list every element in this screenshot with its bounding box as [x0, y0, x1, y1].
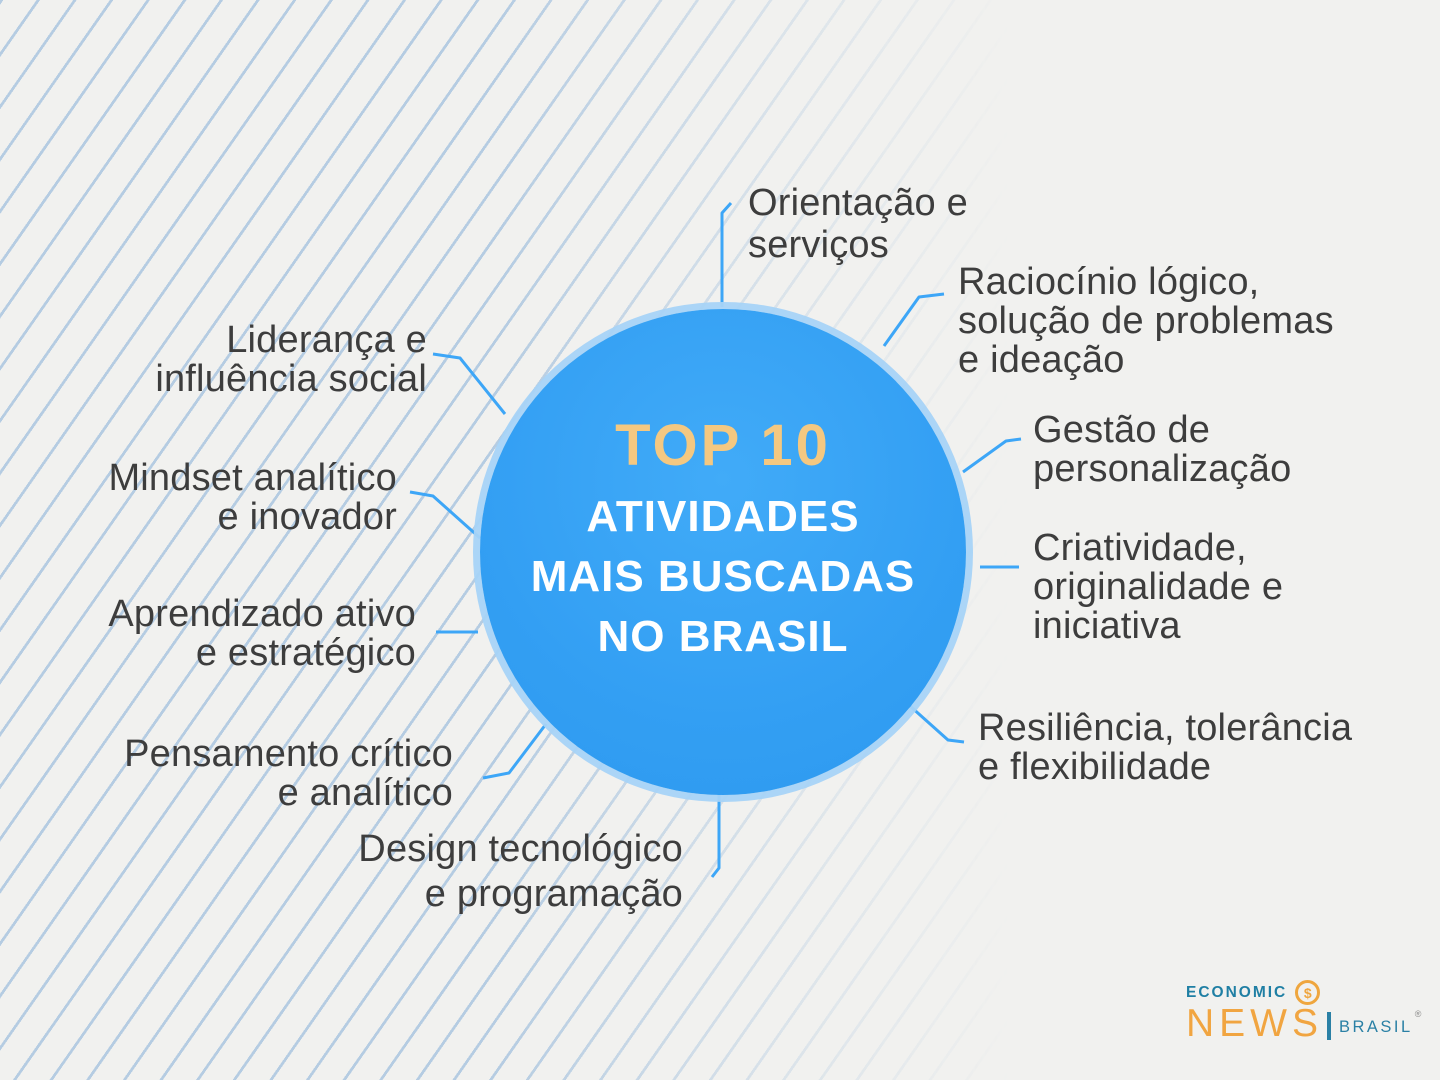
circle-subtitle-line: NO BRASIL: [597, 612, 849, 661]
label-aprendizado: Aprendizado ativo e estratégico: [108, 593, 416, 674]
dollar-coin-icon: $: [1295, 980, 1321, 1005]
connector-orientacao: [720, 201, 733, 307]
connector-gestao: [962, 437, 1022, 474]
connector-lideranca: [432, 352, 507, 415]
label-lideranca: Liderança e influência social: [155, 319, 427, 400]
connector-raciocinio: [882, 292, 945, 347]
label-gestao: Gestão de personalização: [1033, 409, 1292, 490]
circle-subtitle-line: ATIVIDADES: [586, 492, 860, 541]
logo-divider: [1327, 1012, 1331, 1040]
label-orientacao: Orientação e serviços: [748, 182, 968, 266]
connector-resiliencia: [908, 704, 965, 744]
logo-economic-text: ECONOMIC: [1186, 983, 1288, 1001]
registered-mark: ®: [1414, 1009, 1422, 1019]
label-mindset: Mindset analítico e inovador: [108, 457, 397, 538]
connector-design: [710, 791, 721, 878]
logo-brasil-text: BRASIL: [1339, 1017, 1413, 1036]
connector-mindset: [409, 490, 481, 540]
label-pensamento: Pensamento crítico e analítico: [124, 733, 453, 814]
label-design: Design tecnológico e programação: [358, 828, 683, 915]
label-criatividade: Criatividade, originalidade e iniciativa: [1033, 527, 1284, 647]
center-circle: TOP 10 ATIVIDADES MAIS BUSCADAS NO BRASI…: [480, 309, 966, 795]
label-raciocinio: Raciocínio lógico, solução de problemas …: [958, 261, 1334, 381]
circle-subtitle-line: MAIS BUSCADAS: [530, 552, 916, 601]
label-resiliencia: Resiliência, tolerância e flexibilidade: [978, 707, 1353, 788]
circle-title: TOP 10: [615, 413, 831, 478]
connector-pensamento: [482, 723, 548, 780]
logo-news-text: NEWS: [1186, 1002, 1323, 1045]
circle-subtitle: ATIVIDADES MAIS BUSCADAS NO BRASIL: [480, 487, 966, 667]
economic-news-brasil-logo: ECONOMIC $ NEWS BRASIL ®: [1186, 980, 1422, 1045]
